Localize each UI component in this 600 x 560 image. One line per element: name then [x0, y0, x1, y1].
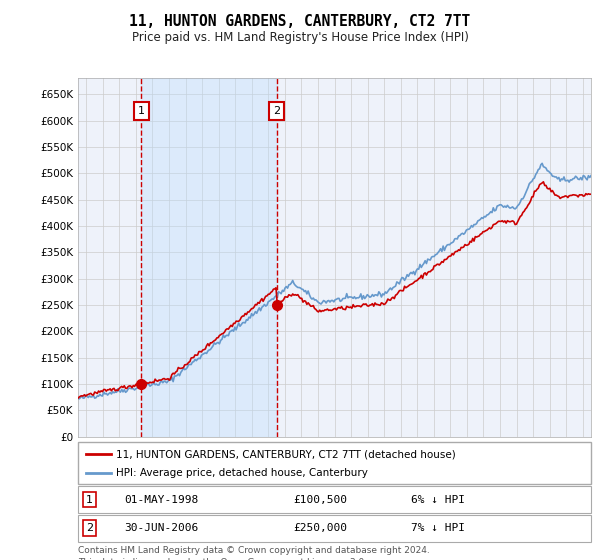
Text: 2: 2	[273, 106, 280, 116]
Text: This data is licensed under the Open Government Licence v3.0.: This data is licensed under the Open Gov…	[78, 558, 367, 560]
Text: 1: 1	[86, 494, 93, 505]
Text: Price paid vs. HM Land Registry's House Price Index (HPI): Price paid vs. HM Land Registry's House …	[131, 31, 469, 44]
Text: 11, HUNTON GARDENS, CANTERBURY, CT2 7TT: 11, HUNTON GARDENS, CANTERBURY, CT2 7TT	[130, 14, 470, 29]
Text: 7% ↓ HPI: 7% ↓ HPI	[412, 523, 466, 533]
Text: 11, HUNTON GARDENS, CANTERBURY, CT2 7TT (detached house): 11, HUNTON GARDENS, CANTERBURY, CT2 7TT …	[116, 449, 456, 459]
Text: HPI: Average price, detached house, Canterbury: HPI: Average price, detached house, Cant…	[116, 468, 368, 478]
Text: 30-JUN-2006: 30-JUN-2006	[124, 523, 199, 533]
Text: £100,500: £100,500	[293, 494, 347, 505]
Text: 2: 2	[86, 523, 93, 533]
Text: 1: 1	[138, 106, 145, 116]
Text: £250,000: £250,000	[293, 523, 347, 533]
Text: 01-MAY-1998: 01-MAY-1998	[124, 494, 199, 505]
Bar	[142, 78, 277, 437]
Text: 6% ↓ HPI: 6% ↓ HPI	[412, 494, 466, 505]
Text: Contains HM Land Registry data © Crown copyright and database right 2024.: Contains HM Land Registry data © Crown c…	[78, 546, 430, 555]
